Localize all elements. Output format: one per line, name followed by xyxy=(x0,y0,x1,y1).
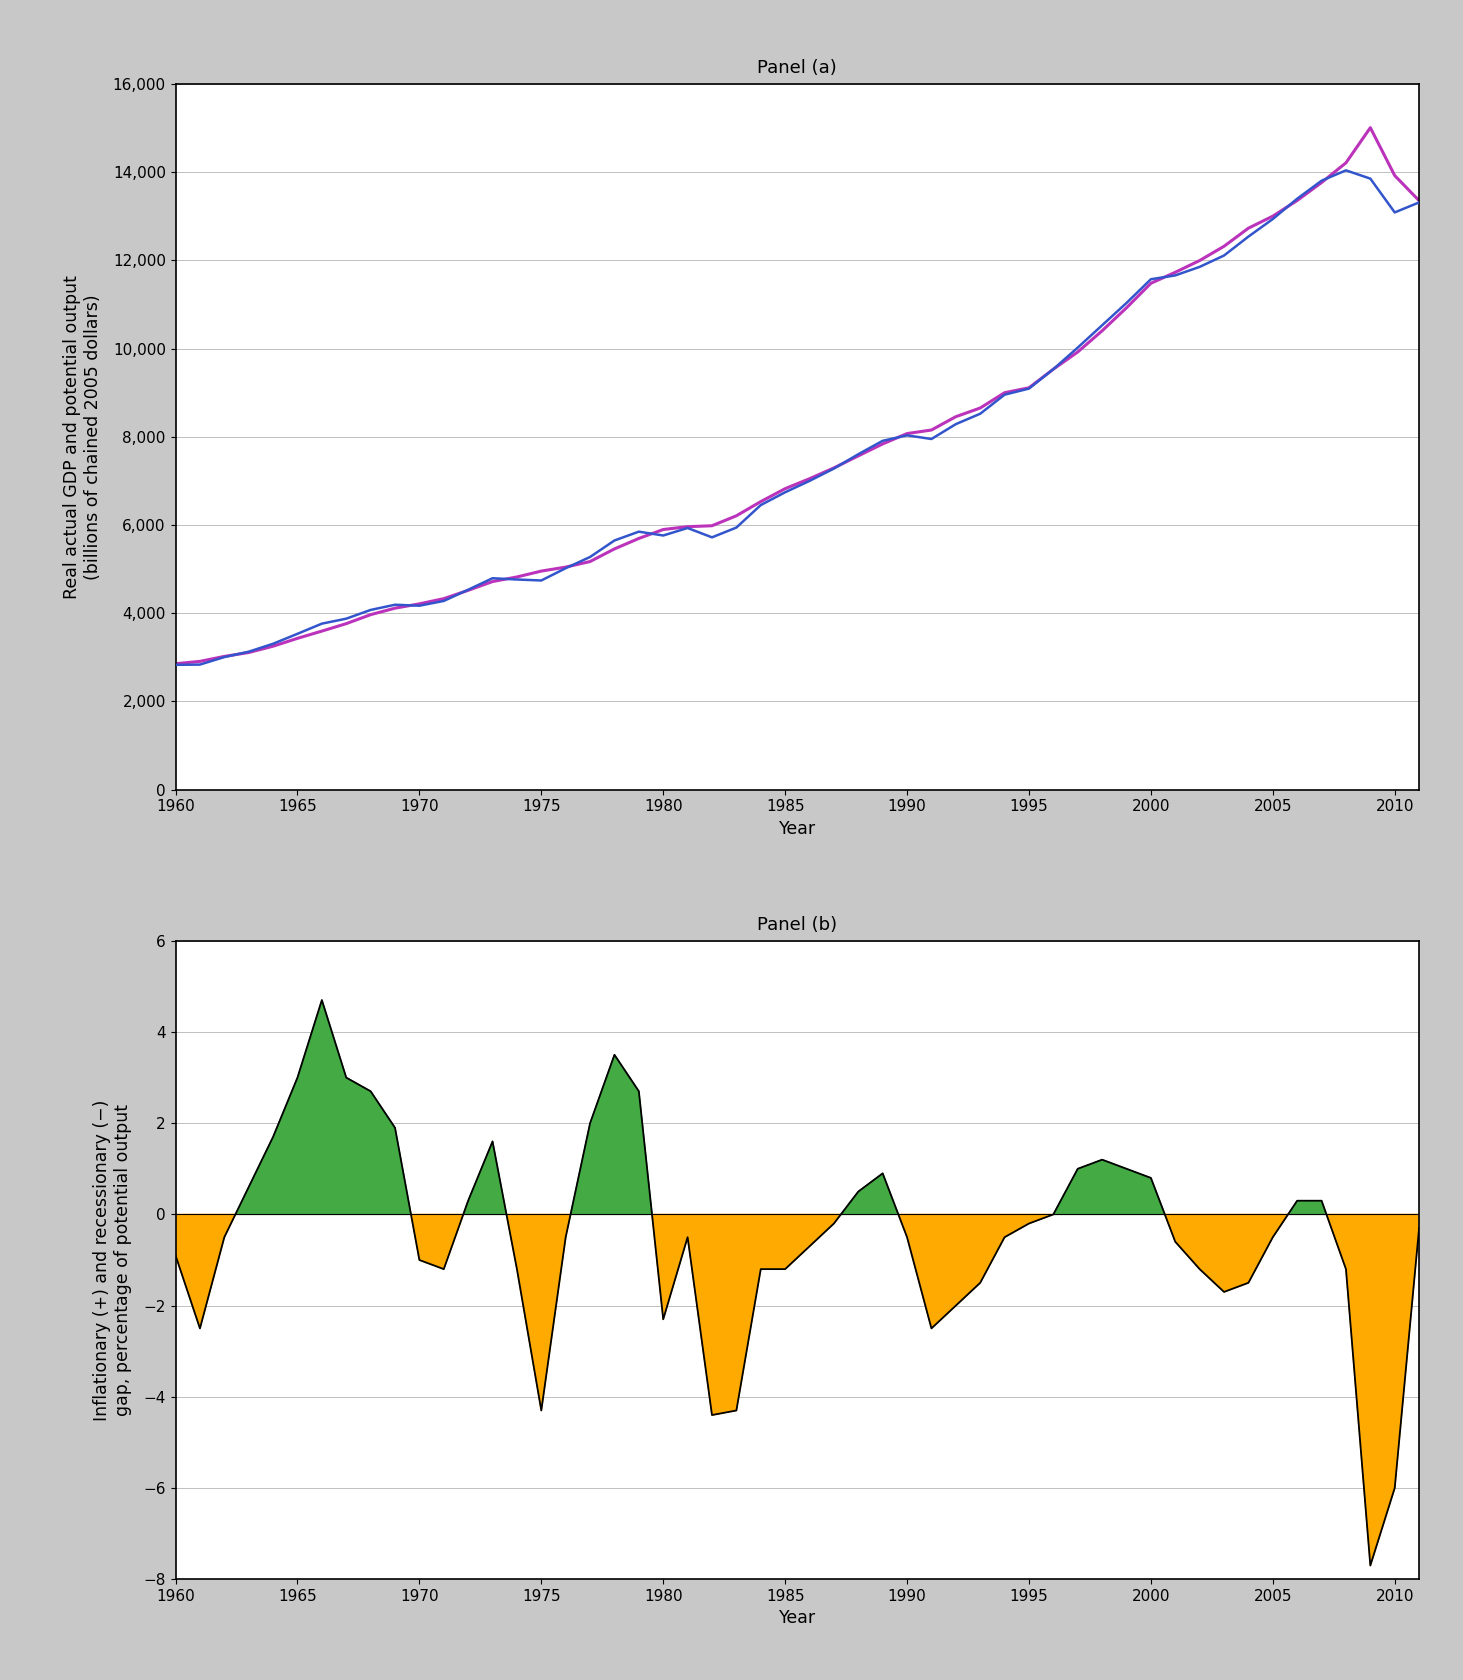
X-axis label: Year: Year xyxy=(778,1609,816,1628)
X-axis label: Year: Year xyxy=(778,820,816,838)
Y-axis label: Real actual GDP and potential output
(billions of chained 2005 dollars): Real actual GDP and potential output (bi… xyxy=(63,276,101,598)
Title: Panel (b): Panel (b) xyxy=(758,916,837,934)
Y-axis label: Inflationary (+) and recessionary (−)
gap, percentage of potential output: Inflationary (+) and recessionary (−) ga… xyxy=(94,1099,132,1421)
Title: Panel (a): Panel (a) xyxy=(758,59,837,77)
